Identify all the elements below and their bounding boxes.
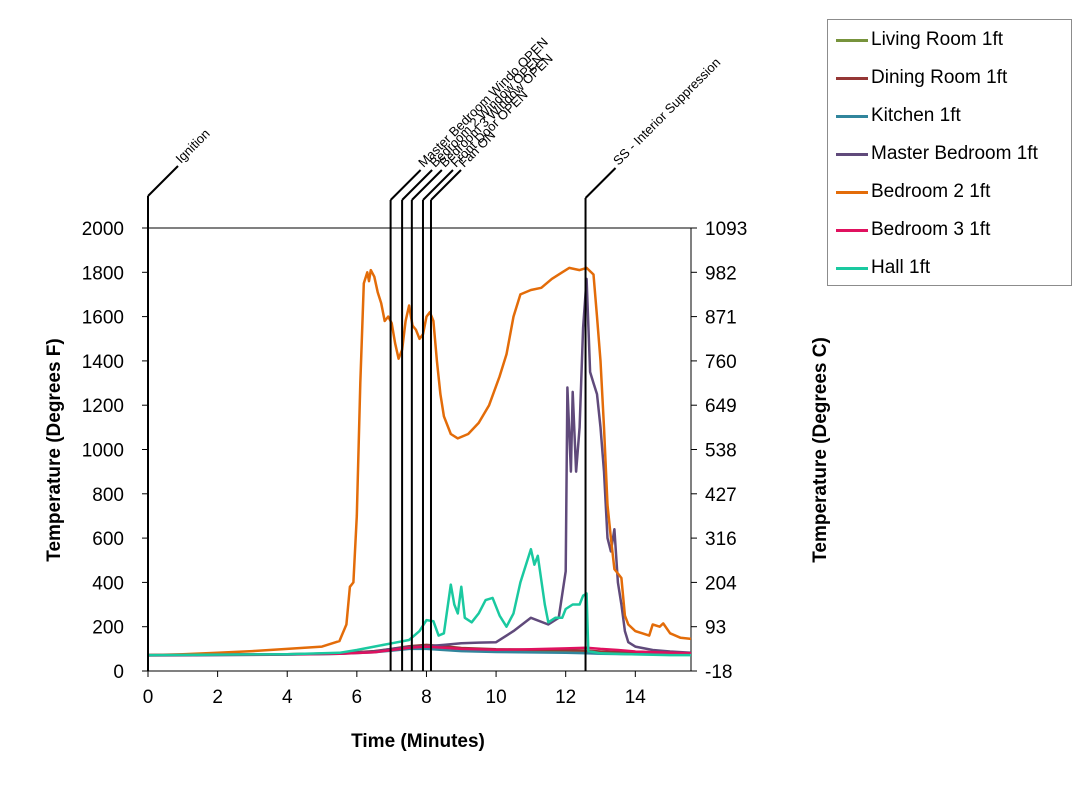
x-tick-label: 8 [421, 687, 432, 708]
legend-item: Living Room 1ft [836, 25, 1003, 55]
legend-label: Bedroom 2 1ft [871, 181, 991, 202]
x-tick-label: 14 [625, 687, 647, 708]
legend-label: Master Bedroom 1ft [871, 143, 1038, 164]
y-tick-label: 1800 [82, 263, 124, 284]
event-bedroom-2-window-open-leader [401, 169, 433, 201]
legend-label: Kitchen 1ft [871, 105, 961, 126]
legend-label: Dining Room 1ft [871, 67, 1008, 88]
legend-swatch [836, 266, 868, 270]
y-tick-label: 600 [92, 529, 124, 550]
event-bedroom-3-window-open-leader [411, 169, 443, 201]
y-tick-label: 200 [92, 618, 124, 639]
legend-swatch [836, 114, 868, 118]
series-line-hall-1ft [147, 547, 691, 657]
legend: Living Room 1ft Dining Room 1ft Kitchen 1f… [827, 19, 1072, 286]
series-lines [147, 266, 692, 657]
y2-tick-label: 538 [705, 441, 737, 462]
x-tick-label: 6 [352, 687, 363, 708]
y-tick-label: 1200 [82, 396, 124, 417]
x-tick-label: 10 [486, 687, 507, 708]
y2-tick-label: 204 [705, 573, 737, 594]
legend-item: Bedroom 2 1ft [836, 177, 990, 207]
event-ignition-leader [147, 165, 179, 197]
y2-tick-label: 1093 [705, 219, 747, 240]
legend-item: Bedroom 3 1ft [836, 215, 990, 245]
y-tick-label: 0 [113, 662, 124, 683]
y2-tick-label: 427 [705, 485, 737, 506]
y2-tick-label: 982 [705, 263, 737, 284]
y2-axis-title: Temperature (Degrees C) [810, 337, 831, 563]
y2-tick-label: 871 [705, 308, 737, 329]
legend-swatch [836, 38, 868, 42]
x-tick-label: 12 [555, 687, 576, 708]
plot-axes [142, 227, 697, 677]
y2-tick-label: 93 [705, 618, 726, 639]
event-front-door-open-leader [422, 169, 454, 201]
event-ss-interior-suppression-label: SS - Interior Suppression [610, 55, 723, 168]
y2-tick-label: 649 [705, 396, 737, 417]
legend-swatch [836, 228, 868, 232]
y-tick-label: 1600 [82, 308, 124, 329]
legend-label: Living Room 1ft [871, 29, 1004, 50]
y2-tick-label: -18 [705, 662, 732, 683]
y-tick-label: 1400 [82, 352, 124, 373]
x-tick-label: 2 [212, 687, 223, 708]
y-tick-label: 800 [92, 485, 124, 506]
y-tick-label: 2000 [82, 219, 124, 240]
y2-tick-label: 760 [705, 352, 737, 373]
legend-item: Master Bedroom 1ft [836, 139, 1038, 169]
x-tick-label: 4 [282, 687, 293, 708]
y2-tick-label: 316 [705, 529, 737, 550]
y-axis-title: Temperature (Degrees F) [44, 338, 65, 562]
x-tick-label: 0 [143, 687, 154, 708]
legend-swatch [836, 76, 868, 80]
series-line-bedroom-2-1ft [147, 266, 692, 657]
x-axis-title: Time (Minutes) [351, 731, 485, 752]
event-fan-on-leader [430, 169, 462, 201]
legend-item: Kitchen 1ft [836, 101, 961, 131]
legend-item: Dining Room 1ft [836, 63, 1007, 93]
y-tick-label: 400 [92, 573, 124, 594]
event-ignition-label: Ignition [173, 126, 213, 166]
event-master-bedroom-windo-open-leader [389, 169, 422, 201]
y-tick-label: 1000 [82, 441, 124, 462]
tick-labels: 0 2 4 6 8 10 12 14 0 -18 200 93 400 204 600 316 800 427 10… [82, 219, 748, 708]
event-ss-interior-suppression-leader [584, 167, 617, 199]
legend-label: Bedroom 3 1ft [871, 219, 991, 240]
legend-swatch [836, 190, 868, 194]
legend-swatch [836, 152, 868, 156]
legend-item: Hall 1ft [836, 253, 930, 283]
legend-label: Hall 1ft [871, 257, 931, 278]
